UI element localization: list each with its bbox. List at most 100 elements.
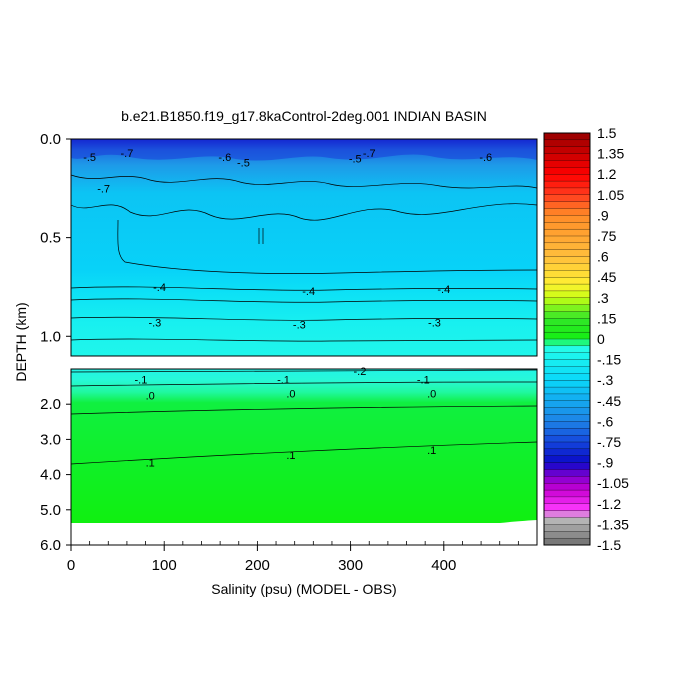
- lower-panel-frame: [70, 368, 538, 546]
- colorbar-label: -1.05: [597, 475, 629, 491]
- colorbar-segment: [543, 537, 591, 546]
- contour-label: -.1: [417, 375, 430, 387]
- lower-y-tick-label: 6.0: [40, 537, 61, 554]
- x-tick-label: 300: [338, 557, 363, 574]
- contour-label: .0: [427, 389, 436, 401]
- y-axis-label: DEPTH (km): [13, 302, 29, 381]
- colorbar-label: .45: [597, 269, 617, 285]
- colorbar-segment: [543, 441, 591, 450]
- contour-label: -.1: [277, 375, 290, 387]
- colorbar-segment: [543, 386, 591, 395]
- colorbar-segment: [543, 242, 591, 251]
- contour-label: -.3: [148, 317, 161, 329]
- colorbar-segment: [543, 434, 591, 443]
- colorbar-segment: [543, 414, 591, 422]
- colorbar-segment: [543, 222, 591, 230]
- colorbar-label: .9: [597, 207, 609, 223]
- colorbar-segment: [543, 510, 591, 518]
- contour-label: -.6: [218, 152, 231, 164]
- colorbar-segment: [543, 311, 591, 319]
- colorbar-segment: [543, 270, 591, 278]
- upper-y-tick-label: 0.0: [40, 131, 61, 148]
- contour-label: .1: [146, 457, 155, 469]
- colorbar-label: -.3: [597, 372, 614, 388]
- colorbar-label: .3: [597, 290, 609, 306]
- colorbar-segment: [543, 517, 591, 525]
- x-axis: 0 100 200 300 400: [67, 545, 456, 574]
- colorbar-frame: [543, 132, 591, 546]
- contour-line-upper-e: [70, 298, 538, 303]
- colorbar-segment: [543, 366, 591, 374]
- contour-label: -.4: [153, 282, 166, 294]
- colorbar-segment: [543, 524, 591, 532]
- colorbar-label: .15: [597, 310, 617, 326]
- x-axis-label: Salinity (psu) (MODEL - OBS): [211, 581, 396, 597]
- x-tick-label: 100: [152, 557, 177, 574]
- contour-line-lower-b: [70, 381, 538, 387]
- contour-label: -.2: [353, 366, 366, 378]
- contour-label: -.1: [134, 375, 147, 387]
- colorbar-segment: [543, 160, 591, 168]
- contour-label: -.5: [349, 154, 362, 166]
- colorbar-segment: [543, 359, 591, 367]
- colorbar-segment: [543, 153, 591, 161]
- colorbar-segment: [543, 318, 591, 326]
- colorbar-label: .75: [597, 228, 617, 244]
- lower-panel: -.2 -.1 -.1 -.1 .0 .0 .0 .1 .1 .1: [70, 366, 538, 546]
- colorbar-segment: [543, 325, 591, 333]
- colorbar-segment: [543, 304, 591, 312]
- colorbar-segment: [543, 400, 591, 409]
- contour-label: .0: [146, 390, 155, 402]
- colorbar-segment: [543, 194, 591, 203]
- contour-label: -.4: [437, 284, 450, 296]
- contour-label: -.7: [120, 148, 133, 160]
- colorbar-segment: [543, 283, 591, 292]
- colorbar-label: -1.2: [597, 496, 621, 512]
- x-tick-label: 200: [245, 557, 270, 574]
- colorbar-segment: [543, 345, 591, 354]
- contour-label: -.7: [363, 148, 376, 160]
- colorbar-segment: [543, 338, 591, 347]
- upper-surface-noise: [71, 139, 537, 161]
- colorbar-label: .6: [597, 249, 609, 265]
- contour-line-upper-c: [117, 219, 538, 274]
- colorbar-label: 0: [597, 331, 605, 347]
- colorbar-label: -.6: [597, 413, 614, 429]
- colorbar-label: 1.5: [597, 125, 617, 141]
- chart-title: b.e21.B1850.f19_g17.8kaControl-2deg.001 …: [121, 108, 487, 124]
- upper-panel: -.5 -.7 -.6 -.5-.7-.5 -.7 -.6-.4 -.4 -.4-.3 -.3-…: [70, 138, 538, 357]
- contour-label: -.5: [83, 152, 96, 164]
- colorbar-segment: [543, 180, 591, 189]
- contour-label: -.7: [97, 183, 110, 195]
- colorbar-segment: [543, 352, 591, 361]
- contour-label: .1: [286, 450, 295, 462]
- colorbar-segment: [543, 139, 591, 148]
- colorbar-label: 1.2: [597, 166, 617, 182]
- bottom-minor-ticks: [89, 541, 519, 545]
- colorbar-segment: [543, 215, 591, 223]
- colorbar-label: -1.35: [597, 516, 629, 532]
- contour-label: .0: [286, 389, 295, 401]
- contour-label: -.3: [293, 319, 306, 331]
- contour-label: -.5: [237, 158, 250, 170]
- colorbar-segment: [543, 496, 591, 505]
- colorbar-label: -.9: [597, 455, 614, 471]
- upper-panel-fill: [71, 139, 537, 356]
- contour-line-upper-d: [70, 286, 538, 291]
- upper-y-tick-label: 1.0: [40, 328, 61, 345]
- colorbar-segment: [543, 167, 591, 175]
- colorbar-segment: [543, 503, 591, 512]
- lower-y-tick-label: 3.0: [40, 431, 61, 448]
- colorbar-segment: [543, 146, 591, 155]
- upper-y-axis: 0.0 0.5 1.0: [40, 131, 71, 345]
- contour-label: -.3: [428, 317, 441, 329]
- colorbar-segment: [543, 483, 591, 491]
- colorbar-segment: [543, 187, 591, 196]
- contour-line-upper-g: [70, 338, 538, 342]
- colorbar-segment: [543, 373, 591, 381]
- colorbar-segment: [543, 476, 591, 484]
- colorbar-label: 1.35: [597, 146, 624, 162]
- colorbar-segment: [543, 290, 591, 299]
- colorbar-segment: [543, 469, 591, 477]
